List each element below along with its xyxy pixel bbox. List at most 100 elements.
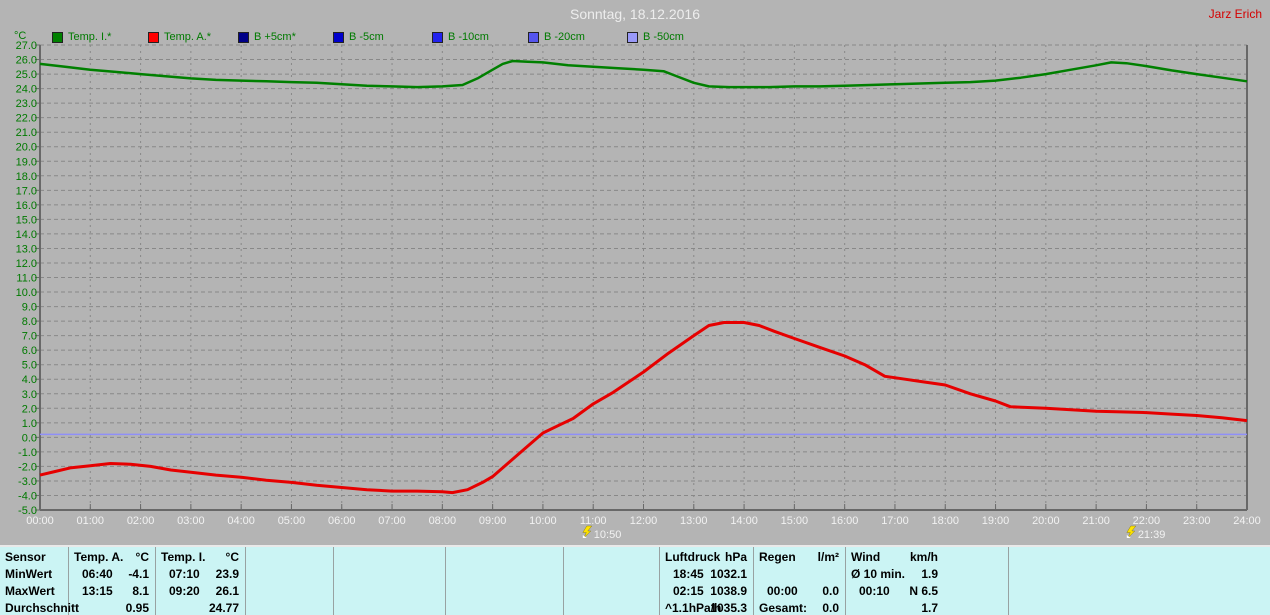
stats-cell-time: 09:20: [169, 584, 200, 598]
y-axis-tick-label: -1.0: [18, 447, 37, 459]
y-axis-tick-label: 17.0: [16, 185, 37, 197]
x-axis-tick-label: 24:00: [1233, 515, 1261, 527]
stats-cell-value: 1.9: [921, 567, 938, 581]
marker-time-label: 10:50: [594, 529, 622, 541]
legend-swatch-icon: [148, 31, 159, 43]
table-separator: [845, 547, 846, 615]
x-axis-tick-label: 03:00: [177, 515, 205, 527]
table-separator: [563, 547, 564, 615]
column-header: Wind: [851, 550, 881, 564]
column-unit: hPa: [724, 550, 747, 564]
column-unit: °C: [135, 550, 149, 564]
table-separator: [1008, 547, 1009, 615]
legend-swatch-icon: [528, 31, 539, 43]
x-axis-tick-label: 08:00: [429, 515, 457, 527]
column-header: Temp. I.: [161, 550, 206, 564]
legend-item: Temp. I.*: [52, 31, 111, 43]
stats-cell-time: Ø 10 min.: [851, 567, 906, 581]
y-axis-tick-label: 12.0: [16, 258, 37, 270]
legend-label: B -20cm: [544, 31, 585, 43]
x-axis-tick-label: 14:00: [730, 515, 758, 527]
y-axis-tick-label: 1.0: [22, 418, 37, 430]
y-axis-unit-label: °C: [14, 30, 27, 42]
y-axis-tick-label: 14.0: [16, 229, 37, 241]
y-axis-tick-label: 22.0: [16, 113, 37, 125]
stats-cell-value: 0.95: [125, 601, 149, 615]
x-axis-tick-label: 09:00: [479, 515, 507, 527]
y-axis-tick-label: 20.0: [16, 142, 37, 154]
column-header: Temp. A.: [74, 550, 124, 564]
y-axis-tick-label: -4.0: [18, 490, 37, 502]
legend-item: B +5cm*: [238, 31, 296, 43]
legend-label: Temp. A.*: [164, 31, 212, 43]
legend-swatch-icon: [238, 31, 249, 43]
y-axis-tick-label: 4.0: [22, 374, 37, 386]
x-axis-tick-label: 20:00: [1032, 515, 1060, 527]
x-axis-tick-label: 19:00: [982, 515, 1010, 527]
x-axis-tick-label: 10:00: [529, 515, 557, 527]
row-label: Durchschnitt: [5, 601, 80, 615]
stats-cell-value: 1035.3: [710, 601, 747, 615]
column-header: Regen: [759, 550, 796, 564]
table-separator: [333, 547, 334, 615]
stats-cell-time: 18:45: [673, 567, 704, 581]
stats-cell-value: 23.9: [215, 567, 239, 581]
stats-cell-time: 02:15: [673, 584, 704, 598]
y-axis-tick-label: 10.0: [16, 287, 37, 299]
legend-label: Temp. I.*: [68, 31, 112, 43]
y-axis-tick-label: 27.0: [16, 40, 37, 52]
row-label: MinWert: [5, 567, 53, 581]
y-axis-tick-label: 13.0: [16, 243, 37, 255]
marker-time-label: 21:39: [1138, 529, 1166, 541]
table-separator: [753, 547, 754, 615]
stats-cell-value: N 6.5: [909, 584, 938, 598]
temperature-chart: -5.0 -4.0 -3.0 -2.0 -1.0 0.0 1.0 2.0 3.0 4.0 5.0 6.…: [16, 40, 1261, 541]
stats-cell-time: 07:10: [169, 567, 200, 581]
legend-swatch-icon: [333, 31, 344, 43]
lightning-icon: [582, 525, 593, 539]
y-axis-tick-label: 24.0: [16, 84, 37, 96]
y-axis-tick-label: 7.0: [22, 331, 37, 343]
time-marker: 10:50: [582, 525, 622, 541]
table-separator: [68, 547, 69, 615]
stats-cell-value: 1038.9: [710, 584, 747, 598]
legend-item: B -10cm: [432, 31, 489, 43]
row-label: MaxWert: [5, 584, 55, 598]
y-axis-tick-label: 2.0: [22, 403, 37, 415]
y-axis-tick-label: 0.0: [22, 432, 37, 444]
y-axis-tick-label: 15.0: [16, 214, 37, 226]
y-axis-tick-label: 9.0: [22, 302, 37, 314]
legend-swatch-icon: [52, 31, 63, 43]
stats-cell-time: 06:40: [82, 567, 113, 581]
stats-cell-time: 13:15: [82, 584, 113, 598]
legend-item: Temp. A.*: [148, 31, 211, 43]
y-axis-tick-label: 11.0: [16, 273, 37, 285]
legend-label: B -5cm: [349, 31, 384, 43]
stats-cell-time: Gesamt:: [759, 601, 808, 615]
series-line-temp-a-: [39, 321, 1248, 495]
stats-cell-value: 0.0: [822, 601, 839, 615]
x-axis-tick-label: 23:00: [1183, 515, 1211, 527]
y-axis-tick-label: 23.0: [16, 98, 37, 110]
y-axis-tick-label: 16.0: [16, 200, 37, 212]
table-separator: [155, 547, 156, 615]
x-axis-tick-label: 01:00: [77, 515, 105, 527]
x-axis-tick-label: 05:00: [278, 515, 306, 527]
stats-cell-value: 26.1: [215, 584, 239, 598]
user-name: Jarz Erich: [1208, 7, 1262, 21]
y-axis-tick-label: 25.0: [16, 69, 37, 81]
column-unit: °C: [225, 550, 239, 564]
legend-swatch-icon: [432, 31, 443, 43]
y-axis-tick-label: 6.0: [22, 345, 37, 357]
stats-cell-value: 1032.1: [710, 567, 747, 581]
y-axis-tick-label: -2.0: [18, 461, 37, 473]
stats-cell-time: 00:10: [859, 584, 890, 598]
y-axis-tick-label: 19.0: [16, 156, 37, 168]
stats-table: Sensor MinWert MaxWert Durchschnitt Temp. A.…: [0, 545, 1270, 615]
y-axis-tick-label: 8.0: [22, 316, 37, 328]
series-line-temp-i-: [39, 59, 1248, 89]
x-axis-tick-label: 11:00: [580, 515, 607, 527]
legend-label: B -50cm: [643, 31, 684, 43]
time-marker: 21:39: [1126, 525, 1166, 541]
x-axis-tick-label: 00:00: [26, 515, 54, 527]
